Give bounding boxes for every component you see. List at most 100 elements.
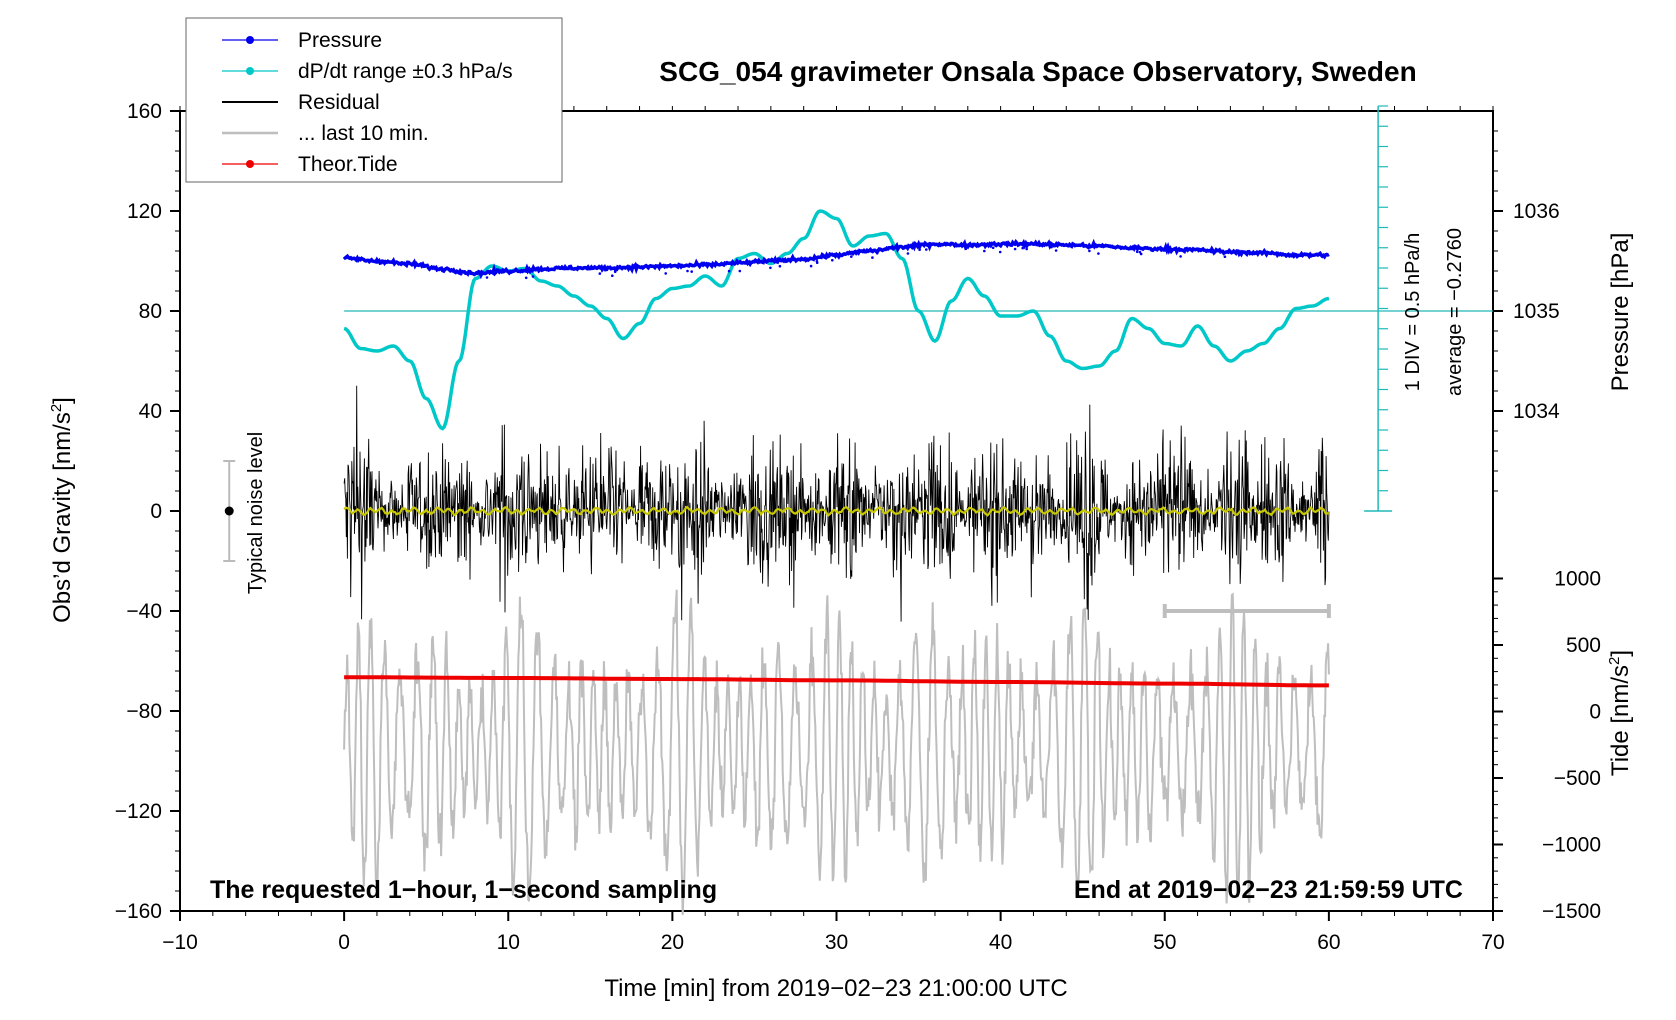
y-tick-label: −120 xyxy=(115,800,162,823)
pressure-outlier-point xyxy=(1179,255,1182,258)
x-tick-label: 10 xyxy=(497,931,520,954)
pressure-axis: 1036 1035 1034 xyxy=(1492,111,1560,511)
x-tick-label: −10 xyxy=(162,931,198,954)
pressure-tick-label: 1036 xyxy=(1513,200,1560,223)
y-tick-label: 160 xyxy=(127,100,162,123)
tide-tick-label: 500 xyxy=(1566,634,1601,657)
residual-line xyxy=(343,385,1330,622)
pressure-outlier-point xyxy=(664,272,667,275)
x-axis: −10 0 10 20 30 40 50 60 70 xyxy=(162,106,1505,954)
y-tick-label: −80 xyxy=(126,700,162,723)
pressure-outlier-point xyxy=(1050,245,1053,249)
y-tick-label: 120 xyxy=(127,200,162,223)
pressure-outlier-point xyxy=(1054,249,1058,252)
pressure-outlier-point xyxy=(831,258,834,262)
dpdt-line xyxy=(343,209,1330,431)
x-tick-label: 40 xyxy=(989,931,1012,954)
pressure-outlier-point xyxy=(690,270,693,273)
y-tick-label: 40 xyxy=(139,400,162,423)
tide-tick-label: −1000 xyxy=(1542,834,1601,857)
last-10-min-line xyxy=(343,589,1330,915)
pressure-tick-label: 1035 xyxy=(1513,300,1560,323)
tide-tick-label: −1500 xyxy=(1542,900,1601,923)
pressure-outlier-point xyxy=(906,252,910,255)
pressure-outlier-point xyxy=(983,249,986,253)
legend-swatch-dot xyxy=(246,67,254,75)
pressure-outlier-point xyxy=(1088,249,1091,253)
pressure-outlier-point xyxy=(875,251,879,255)
legend-label: Pressure xyxy=(298,29,382,52)
x-tick-label: 20 xyxy=(661,931,684,954)
legend-label: ... last 10 min. xyxy=(298,122,429,145)
pressure-outlier-point xyxy=(686,269,689,273)
pressure-outlier-point xyxy=(1021,246,1024,250)
x-tick-label: 60 xyxy=(1317,931,1340,954)
noise-center-point xyxy=(224,506,234,516)
pressure-outlier-point xyxy=(998,250,1002,254)
tide-tick-label: −500 xyxy=(1554,767,1601,790)
left-axis: 160 120 80 40 0 −40 −80 −120 −160 xyxy=(115,100,180,923)
legend-entries: Pressure dP/dt range ±0.3 hPa/s Residual..… xyxy=(222,29,513,176)
x-tick-label: 70 xyxy=(1481,931,1504,954)
pressure-outlier-point xyxy=(1135,250,1139,254)
series-layer xyxy=(342,209,1331,915)
tide-tick-label: 1000 xyxy=(1554,568,1601,591)
left-axis-title: Obs’d Gravity [nm/s2] xyxy=(48,397,76,623)
pressure-outlier-point xyxy=(809,264,813,268)
pressure-line xyxy=(342,238,1330,280)
pressure-outlier-point xyxy=(871,256,874,259)
y-tick-label: −40 xyxy=(126,600,162,623)
pressure-outlier-point xyxy=(778,264,782,268)
tide-tick-label: 0 xyxy=(1589,701,1601,724)
pressure-outlier-point xyxy=(598,272,602,275)
pressure-outlier-point xyxy=(1025,247,1028,251)
pressure-outlier-point xyxy=(485,276,489,279)
pressure-outlier-point xyxy=(459,272,463,276)
legend-label: Residual xyxy=(298,91,380,114)
legend: Pressure dP/dt range ±0.3 hPa/s Residual..… xyxy=(185,17,563,183)
pressure-axis-title: Pressure [hPa] xyxy=(1607,233,1634,392)
pressure-outlier-point xyxy=(1223,255,1227,258)
tide-axis: 1000 500 0 −500 −1000 −1500 xyxy=(1492,558,1601,923)
y-tick-label: 0 xyxy=(150,500,162,523)
legend-label: dP/dt range ±0.3 hPa/s xyxy=(298,60,513,83)
pressure-tick-label: 1034 xyxy=(1513,400,1560,423)
y-tick-label: −160 xyxy=(115,900,162,923)
pressure-outlier-point xyxy=(850,255,853,258)
x-axis-title: Time [min] from 2019−02−23 21:00:00 UTC xyxy=(604,975,1067,1002)
dpdt-scale-label: 1 DIV = 0.5 hPa/h xyxy=(1402,233,1424,391)
pressure-outlier-point xyxy=(769,266,772,270)
pressure-outlier-point xyxy=(524,276,528,280)
noise-level-indicator xyxy=(223,460,236,562)
pressure-outlier-point xyxy=(815,261,819,265)
pressure-outlier-point xyxy=(991,246,995,250)
pressure-outlier-point xyxy=(1013,247,1017,251)
smoothed-residual-line xyxy=(343,505,1329,517)
x-tick-label: 0 xyxy=(338,931,350,954)
chart-title: SCG_054 gravimeter Onsala Space Observat… xyxy=(659,56,1416,87)
noise-level-label: Typical noise level xyxy=(245,432,267,594)
pressure-outlier-point xyxy=(611,274,614,278)
dpdt-average-label: average = −0.2760 xyxy=(1444,228,1466,396)
end-time-annotation: End at 2019−02−23 21:59:59 UTC xyxy=(1074,876,1463,904)
legend-label: Theor.Tide xyxy=(298,153,398,176)
y-tick-label: 80 xyxy=(139,300,162,323)
pressure-outlier-point xyxy=(1097,252,1100,255)
legend-swatch-dot xyxy=(246,36,254,44)
legend-swatch-dot xyxy=(246,160,254,168)
pressure-outlier-point xyxy=(613,270,617,274)
pressure-outlier-point xyxy=(918,248,921,251)
pressure-outlier-point xyxy=(1138,250,1142,254)
x-tick-label: 50 xyxy=(1153,931,1176,954)
legend-box xyxy=(185,17,563,183)
pressure-outlier-point xyxy=(727,269,731,273)
sampling-annotation: The requested 1−hour, 1−second sampling xyxy=(210,876,717,904)
theor-tide-line xyxy=(344,675,1329,688)
pressure-outlier-point xyxy=(925,248,928,251)
pressure-outlier-point xyxy=(964,247,968,251)
pressure-outlier-point xyxy=(738,269,742,273)
tide-axis-title: Tide [nm/s2] xyxy=(1606,650,1634,776)
pressure-outlier-point xyxy=(531,275,535,278)
x-tick-label: 30 xyxy=(825,931,848,954)
